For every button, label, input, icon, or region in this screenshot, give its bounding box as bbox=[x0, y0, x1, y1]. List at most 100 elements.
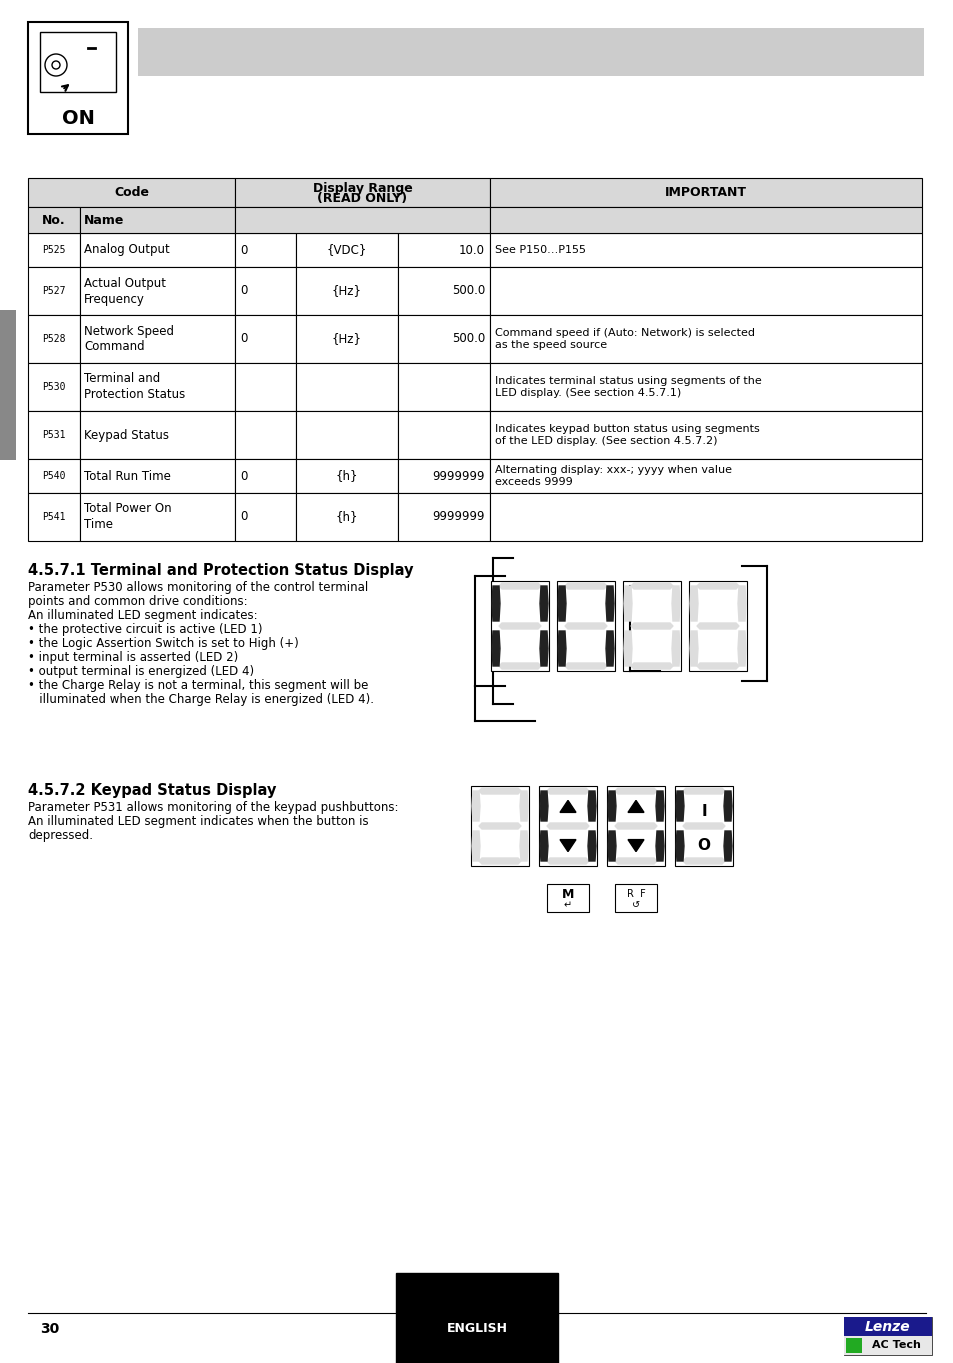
Polygon shape bbox=[607, 831, 616, 861]
Polygon shape bbox=[539, 791, 547, 821]
Polygon shape bbox=[682, 857, 724, 864]
Text: 4.5.7.1 Terminal and Protection Status Display: 4.5.7.1 Terminal and Protection Status D… bbox=[28, 563, 413, 578]
Text: 0: 0 bbox=[240, 469, 247, 483]
Text: 9999999: 9999999 bbox=[432, 511, 484, 523]
Polygon shape bbox=[671, 586, 679, 622]
Bar bbox=[28, 363, 80, 412]
Bar bbox=[138, 29, 923, 76]
Text: Total Run Time: Total Run Time bbox=[84, 469, 171, 483]
Polygon shape bbox=[587, 791, 596, 821]
Text: P531: P531 bbox=[42, 429, 66, 440]
Bar bbox=[80, 233, 234, 267]
Text: ↺: ↺ bbox=[631, 900, 639, 910]
Polygon shape bbox=[558, 586, 565, 622]
Polygon shape bbox=[630, 623, 672, 628]
Text: • the Charge Relay is not a terminal, this segment will be: • the Charge Relay is not a terminal, th… bbox=[28, 679, 368, 692]
Polygon shape bbox=[564, 662, 606, 669]
Text: • the Logic Assertion Switch is set to High (+): • the Logic Assertion Switch is set to H… bbox=[28, 637, 298, 650]
Bar bbox=[80, 267, 234, 315]
Bar bbox=[234, 459, 295, 493]
Polygon shape bbox=[723, 831, 731, 861]
Polygon shape bbox=[723, 791, 731, 821]
Polygon shape bbox=[539, 586, 547, 622]
Text: Command speed if (Auto: Network) is selected
as the speed source: Command speed if (Auto: Network) is sele… bbox=[495, 327, 754, 350]
Bar bbox=[397, 493, 490, 541]
Bar bbox=[28, 22, 128, 134]
Text: {Hz}: {Hz} bbox=[332, 333, 361, 345]
Polygon shape bbox=[697, 623, 739, 628]
Bar bbox=[490, 267, 921, 315]
Text: R  F: R F bbox=[626, 889, 644, 900]
Polygon shape bbox=[627, 840, 643, 852]
Polygon shape bbox=[615, 857, 657, 864]
Text: P527: P527 bbox=[42, 286, 66, 296]
Bar bbox=[843, 1336, 931, 1355]
Bar bbox=[845, 1338, 862, 1353]
Bar bbox=[28, 493, 80, 541]
Bar bbox=[490, 459, 921, 493]
Polygon shape bbox=[472, 831, 479, 861]
Polygon shape bbox=[546, 788, 588, 795]
Text: 0: 0 bbox=[240, 285, 247, 297]
Text: Terminal and
Protection Status: Terminal and Protection Status bbox=[84, 372, 185, 402]
Text: Lenze: Lenze bbox=[864, 1319, 910, 1334]
Bar bbox=[234, 233, 295, 267]
Bar bbox=[28, 315, 80, 363]
Bar bbox=[295, 412, 397, 459]
Bar bbox=[80, 207, 234, 233]
Polygon shape bbox=[682, 823, 724, 829]
Polygon shape bbox=[558, 631, 565, 667]
Bar bbox=[28, 459, 80, 493]
Bar bbox=[397, 315, 490, 363]
Polygon shape bbox=[498, 583, 540, 589]
Text: {VDC}: {VDC} bbox=[327, 244, 367, 256]
Bar bbox=[80, 363, 234, 412]
Text: Name: Name bbox=[84, 214, 124, 226]
Text: ON: ON bbox=[62, 109, 94, 128]
Polygon shape bbox=[478, 857, 520, 864]
Bar bbox=[80, 493, 234, 541]
Text: P530: P530 bbox=[42, 382, 66, 393]
Text: Code: Code bbox=[113, 185, 149, 199]
Bar bbox=[234, 207, 490, 233]
Bar bbox=[675, 786, 732, 866]
Bar bbox=[843, 1317, 931, 1355]
Polygon shape bbox=[607, 791, 616, 821]
Text: O: O bbox=[697, 838, 710, 853]
Polygon shape bbox=[605, 586, 614, 622]
Text: 0: 0 bbox=[240, 333, 247, 345]
Polygon shape bbox=[623, 631, 631, 667]
Polygon shape bbox=[472, 791, 479, 821]
Text: P525: P525 bbox=[42, 245, 66, 255]
Text: M: M bbox=[561, 887, 574, 901]
Text: Indicates keypad button status using segments
of the LED display. (See section 4: Indicates keypad button status using seg… bbox=[495, 424, 759, 446]
Bar bbox=[28, 207, 80, 233]
Polygon shape bbox=[656, 791, 663, 821]
Bar bbox=[80, 315, 234, 363]
Text: • input terminal is asserted (LED 2): • input terminal is asserted (LED 2) bbox=[28, 652, 238, 664]
Bar bbox=[397, 412, 490, 459]
Text: ENGLISH: ENGLISH bbox=[446, 1322, 507, 1336]
Polygon shape bbox=[559, 840, 576, 852]
Polygon shape bbox=[697, 583, 739, 589]
Bar bbox=[295, 233, 397, 267]
Text: No.: No. bbox=[42, 214, 66, 226]
Text: Actual Output
Frequency: Actual Output Frequency bbox=[84, 277, 166, 305]
Polygon shape bbox=[539, 631, 547, 667]
Text: 4.5.7.2 Keypad Status Display: 4.5.7.2 Keypad Status Display bbox=[28, 782, 276, 797]
Bar bbox=[234, 267, 295, 315]
Bar bbox=[490, 315, 921, 363]
Bar bbox=[397, 267, 490, 315]
Polygon shape bbox=[546, 823, 588, 829]
Bar bbox=[397, 459, 490, 493]
Text: An illuminated LED segment indicates:: An illuminated LED segment indicates: bbox=[28, 609, 257, 622]
Text: (READ ONLY): (READ ONLY) bbox=[317, 192, 407, 204]
Bar bbox=[28, 412, 80, 459]
Text: • the protective circuit is active (LED 1): • the protective circuit is active (LED … bbox=[28, 623, 262, 637]
Polygon shape bbox=[689, 586, 698, 622]
Bar bbox=[546, 885, 588, 912]
Polygon shape bbox=[676, 831, 683, 861]
Polygon shape bbox=[559, 800, 576, 812]
Polygon shape bbox=[697, 662, 739, 669]
Bar bbox=[491, 581, 548, 671]
